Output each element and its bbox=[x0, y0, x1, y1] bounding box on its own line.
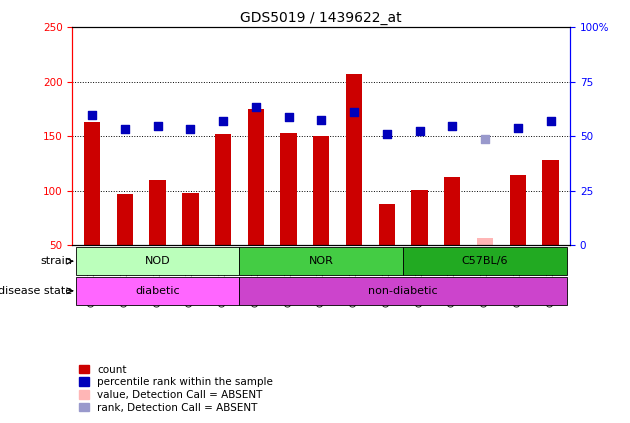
Point bbox=[415, 128, 425, 135]
Bar bbox=[182, 193, 198, 245]
Bar bbox=[477, 238, 493, 245]
Bar bbox=[84, 122, 100, 245]
FancyBboxPatch shape bbox=[403, 247, 567, 275]
Bar bbox=[149, 180, 166, 245]
Bar bbox=[215, 134, 231, 245]
Bar bbox=[280, 133, 297, 245]
Point bbox=[349, 109, 359, 116]
Point bbox=[447, 122, 457, 129]
Text: non-diabetic: non-diabetic bbox=[369, 286, 438, 296]
Bar bbox=[411, 190, 428, 245]
Bar bbox=[510, 175, 526, 245]
Bar bbox=[379, 204, 395, 245]
Point bbox=[251, 104, 261, 110]
Point bbox=[152, 122, 163, 129]
Point bbox=[513, 124, 523, 131]
Bar bbox=[346, 74, 362, 245]
Legend: count, percentile rank within the sample, value, Detection Call = ABSENT, rank, : count, percentile rank within the sample… bbox=[77, 364, 275, 414]
Point bbox=[218, 118, 228, 124]
Title: GDS5019 / 1439622_at: GDS5019 / 1439622_at bbox=[241, 11, 402, 25]
Point bbox=[382, 131, 392, 137]
Point bbox=[316, 117, 326, 124]
Bar bbox=[542, 160, 559, 245]
Text: disease state: disease state bbox=[0, 286, 72, 296]
Text: diabetic: diabetic bbox=[135, 286, 180, 296]
Point bbox=[185, 125, 195, 132]
FancyBboxPatch shape bbox=[76, 247, 239, 275]
Point bbox=[546, 118, 556, 124]
Bar bbox=[444, 177, 461, 245]
FancyBboxPatch shape bbox=[239, 277, 567, 305]
Text: strain: strain bbox=[41, 256, 72, 266]
Bar bbox=[248, 109, 264, 245]
Text: NOD: NOD bbox=[145, 256, 170, 266]
Bar bbox=[313, 137, 329, 245]
FancyBboxPatch shape bbox=[76, 277, 239, 305]
Point bbox=[87, 111, 97, 118]
Bar bbox=[117, 194, 133, 245]
Point bbox=[480, 135, 490, 142]
Point bbox=[120, 125, 130, 132]
Text: NOR: NOR bbox=[309, 256, 334, 266]
Point bbox=[284, 113, 294, 120]
Text: C57BL/6: C57BL/6 bbox=[462, 256, 508, 266]
FancyBboxPatch shape bbox=[239, 247, 403, 275]
